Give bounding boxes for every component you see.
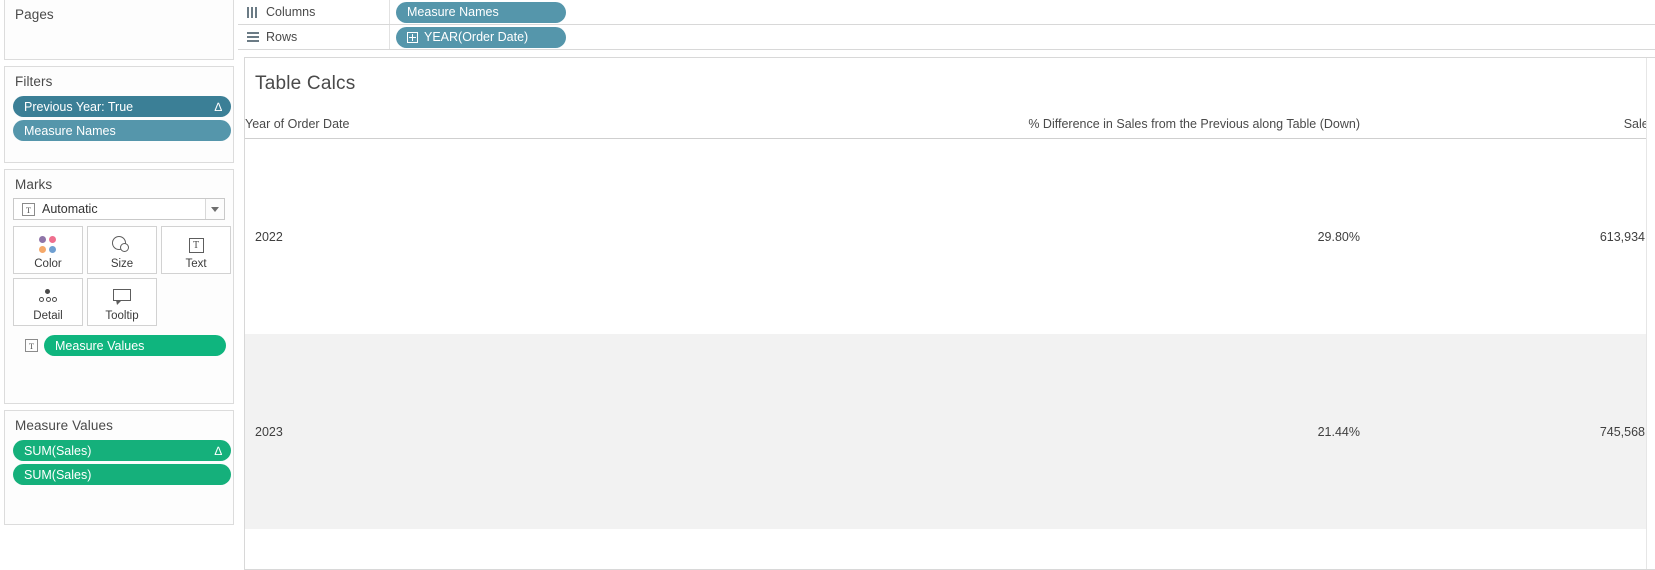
table-row[interactable]: 2022 29.80% 613,934 bbox=[245, 139, 1655, 335]
color-palette-icon bbox=[39, 234, 57, 256]
columns-pill-measure-names-label: Measure Names bbox=[407, 5, 499, 19]
pages-card-title: Pages bbox=[15, 7, 54, 22]
mark-type-text-icon: T bbox=[22, 202, 35, 216]
view-title: Table Calcs bbox=[255, 73, 356, 94]
cell-pct-2023[interactable]: 21.44% bbox=[605, 334, 1360, 529]
mark-type-chevron-down-icon[interactable] bbox=[205, 199, 224, 219]
marks-card-title: Marks bbox=[15, 177, 53, 192]
marks-tooltip-label: Tooltip bbox=[105, 310, 139, 322]
measure-value-pill-sum-sales-1-badge-icon: ∆ bbox=[214, 443, 222, 458]
cell-year-2022[interactable]: 2022 bbox=[255, 229, 283, 244]
mark-type-dropdown[interactable]: T Automatic bbox=[13, 198, 225, 220]
marks-pill-measure-values[interactable]: Measure Values bbox=[44, 335, 226, 356]
columns-shelf-label-box: Columns bbox=[238, 0, 390, 24]
crosstab-table: Year of Order Date % Difference in Sales… bbox=[245, 117, 1655, 529]
rows-shelf-label-box: Rows bbox=[238, 25, 390, 49]
columns-shelf-label: Columns bbox=[266, 5, 316, 19]
marks-tooltip-button[interactable]: Tooltip bbox=[87, 278, 157, 326]
text-t-icon: T bbox=[188, 234, 204, 256]
left-cards-column: Pages Filters Previous Year: True ∆ Meas… bbox=[0, 0, 238, 570]
columns-pill-measure-names[interactable]: Measure Names bbox=[396, 1, 566, 23]
rows-shelf-label: Rows bbox=[266, 30, 298, 44]
column-header-sales[interactable]: Sales bbox=[1360, 117, 1655, 139]
marks-text-shelf-row: T Measure Values bbox=[25, 335, 233, 356]
vertical-scrollbar[interactable] bbox=[1646, 58, 1655, 569]
marks-text-label: Text bbox=[185, 258, 207, 270]
cell-sales-2022[interactable]: 613,934 bbox=[1599, 229, 1645, 244]
rows-shelf[interactable]: Rows YEAR(Order Date) bbox=[238, 25, 1655, 50]
columns-shelf-dropzone[interactable]: Measure Names bbox=[390, 0, 1655, 24]
measure-values-card-title: Measure Values bbox=[15, 418, 113, 433]
filters-card: Filters Previous Year: True ∆ Measure Na… bbox=[4, 66, 234, 163]
measure-value-pill-sum-sales-2-label: SUM(Sales) bbox=[24, 467, 92, 482]
measure-value-pill-sum-sales-2[interactable]: SUM(Sales) bbox=[13, 464, 231, 485]
filter-pill-previous-year[interactable]: Previous Year: True ∆ bbox=[13, 96, 231, 117]
rows-icon bbox=[247, 31, 259, 43]
marks-detail-label: Detail bbox=[33, 310, 63, 322]
marks-size-button[interactable]: Size bbox=[87, 226, 157, 274]
filter-pill-measure-names[interactable]: Measure Names bbox=[13, 120, 231, 141]
filter-pill-previous-year-label: Previous Year: True bbox=[24, 99, 134, 114]
tooltip-bubble-icon bbox=[113, 286, 131, 308]
marks-detail-button[interactable]: Detail bbox=[13, 278, 83, 326]
crosstab-header: Year of Order Date % Difference in Sales… bbox=[245, 117, 1655, 139]
crosstab-header-row: Year of Order Date % Difference in Sales… bbox=[245, 117, 1655, 139]
column-header-pct-difference[interactable]: % Difference in Sales from the Previous … bbox=[605, 117, 1360, 139]
filter-pill-measure-names-label: Measure Names bbox=[24, 123, 116, 138]
rows-pill-year-order-date[interactable]: YEAR(Order Date) bbox=[396, 26, 566, 48]
pages-card: Pages bbox=[4, 0, 234, 60]
table-row[interactable]: 2023 21.44% 745,568 bbox=[245, 334, 1655, 529]
cell-pct-2022[interactable]: 29.80% bbox=[1317, 229, 1360, 244]
marks-buttons-grid: Color Size T Text bbox=[13, 226, 235, 330]
filters-card-title: Filters bbox=[15, 74, 53, 89]
view-pane: Table Calcs Year of Order Date % Differe… bbox=[244, 57, 1655, 570]
marks-size-label: Size bbox=[110, 258, 134, 270]
crosstab-body: 2022 29.80% 613,934 2023 21.44% 745,568 bbox=[245, 139, 1655, 529]
cell-year-2023[interactable]: 2023 bbox=[245, 334, 605, 529]
cell-sales-2023[interactable]: 745,568 bbox=[1360, 334, 1655, 529]
column-header-year[interactable]: Year of Order Date bbox=[245, 117, 605, 139]
detail-dots-icon bbox=[37, 286, 59, 308]
expand-plus-icon[interactable] bbox=[407, 31, 418, 43]
columns-shelf[interactable]: Columns Measure Names bbox=[238, 0, 1655, 25]
marks-card: Marks T Automatic Color Size bbox=[4, 169, 234, 404]
marks-color-label: Color bbox=[34, 258, 62, 270]
mark-type-value: Automatic bbox=[42, 202, 98, 216]
marks-pill-measure-values-label: Measure Values bbox=[55, 338, 145, 353]
marks-color-button[interactable]: Color bbox=[13, 226, 83, 274]
measure-value-pill-sum-sales-1[interactable]: SUM(Sales) ∆ bbox=[13, 440, 231, 461]
filter-pill-previous-year-badge-icon: ∆ bbox=[214, 99, 222, 114]
worksheet-right-column: Columns Measure Names Rows YEAR(Order Da… bbox=[238, 0, 1655, 570]
measure-value-pill-sum-sales-1-label: SUM(Sales) bbox=[24, 443, 92, 458]
rows-pill-year-order-date-label: YEAR(Order Date) bbox=[424, 30, 529, 44]
marks-text-button[interactable]: T Text bbox=[161, 226, 231, 274]
columns-icon bbox=[247, 6, 259, 18]
size-circles-icon bbox=[111, 234, 133, 256]
rows-shelf-dropzone[interactable]: YEAR(Order Date) bbox=[390, 25, 1655, 49]
measure-values-card: Measure Values SUM(Sales) ∆ SUM(Sales) bbox=[4, 410, 234, 525]
text-shelf-t-icon: T bbox=[25, 339, 38, 352]
